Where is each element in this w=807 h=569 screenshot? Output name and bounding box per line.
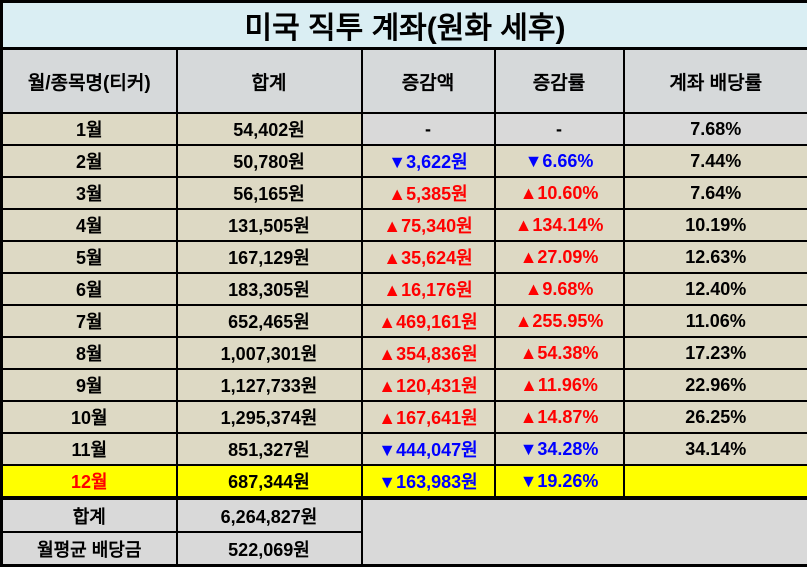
change-rate-cell: ▼6.66% [493, 144, 625, 178]
month-cell: 2월 [0, 144, 178, 178]
change-amount-cell: ▲354,836원 [360, 336, 496, 370]
table-row: 8월 1,007,301원 ▲354,836원 ▲54.38% 17.23% [0, 336, 807, 370]
column-header-dividend-rate: 계좌 배당률 [622, 47, 807, 114]
change-amount-cell: ▲75,340원 [360, 208, 496, 242]
change-rate-cell: ▲11.96% [493, 368, 625, 402]
change-amount-cell: ▼444,047원 [360, 432, 496, 466]
column-header-change-amount: 증감액 [360, 47, 496, 114]
dividend-rate-cell: 12.40% [622, 272, 807, 306]
dividend-rate-cell: 11.06% [622, 304, 807, 338]
month-cell: 12월 [0, 464, 178, 500]
table-row: 4월 131,505원 ▲75,340원 ▲134.14% 10.19% [0, 208, 807, 242]
month-cell: 9월 [0, 368, 178, 402]
summary-value: 522,069원 [175, 531, 363, 567]
dividend-rate-cell: 10.19% [622, 208, 807, 242]
change-rate-cell: ▲27.09% [493, 240, 625, 274]
column-header-row: 월/종목명(티커) 합계 증감액 증감률 계좌 배당률 [0, 47, 807, 114]
change-amount-cell: ▲5,385원 [360, 176, 496, 210]
total-cell: 1,007,301원 [175, 336, 363, 370]
summary-row: 월평균 배당금 522,069원 [0, 531, 807, 567]
table-row: 1월 54,402원 - -7.68% [0, 112, 807, 146]
change-amount-cell: ▲469,161원 [360, 304, 496, 338]
total-cell: 183,305원 [175, 272, 363, 306]
change-amount-cell: ▲167,641원 [360, 400, 496, 434]
table-row: 5월 167,129원 ▲35,624원 ▲27.09% 12.63% [0, 240, 807, 274]
summary-blank-area [360, 497, 807, 567]
total-cell: 50,780원 [175, 144, 363, 178]
total-cell: 54,402원 [175, 112, 363, 146]
change-rate-cell: ▲255.95% [493, 304, 625, 338]
change-rate-cell: ▲14.87% [493, 400, 625, 434]
change-rate-cell: - [493, 112, 625, 146]
dividend-rate-cell: 7.68% [622, 112, 807, 146]
change-rate-cell: ▲54.38% [493, 336, 625, 370]
total-cell: 167,129원 [175, 240, 363, 274]
change-amount-cell: - [360, 112, 496, 146]
total-cell: 1,127,733원 [175, 368, 363, 402]
column-header-change-rate: 증감률 [493, 47, 625, 114]
total-cell: 1,295,374원 [175, 400, 363, 434]
change-rate-cell: ▼34.28% [493, 432, 625, 466]
dividend-rate-cell [622, 464, 807, 500]
month-cell: 6월 [0, 272, 178, 306]
change-rate-cell: ▼19.26% [493, 464, 625, 500]
change-amount-cell: ▲16,176원 [360, 272, 496, 306]
table-row: 6월 183,305원 ▲16,176원 ▲9.68% 12.40% [0, 272, 807, 306]
month-cell: 8월 [0, 336, 178, 370]
table-body: 1월 54,402원 - -7.68% 2월 50,780원 ▼3,622원 ▼6.66% 7.… [0, 112, 807, 567]
dividend-rate-cell: 34.14% [622, 432, 807, 466]
table-row: 9월 1,127,733원 ▲120,431원 ▲11.96% 22.96% [0, 368, 807, 402]
dividend-rate-cell: 12.63% [622, 240, 807, 274]
month-cell: 4월 [0, 208, 178, 242]
table-title: 미국 직투 계좌(원화 세후) [0, 0, 807, 50]
total-cell: 687,344원 [175, 464, 363, 500]
table-row: 3월 56,165원 ▲5,385원 ▲10.60% 7.64% [0, 176, 807, 210]
dividend-rate-cell: 7.44% [622, 144, 807, 178]
change-rate-cell: ▲134.14% [493, 208, 625, 242]
month-cell: 1월 [0, 112, 178, 146]
month-cell: 5월 [0, 240, 178, 274]
column-header-total: 합계 [175, 47, 363, 114]
month-cell: 10월 [0, 400, 178, 434]
total-cell: 131,505원 [175, 208, 363, 242]
total-cell: 652,465원 [175, 304, 363, 338]
dividend-rate-cell: 26.25% [622, 400, 807, 434]
change-amount-cell: ▼163,983원 [360, 464, 496, 500]
table-row: 7월 652,465원 ▲469,161원 ▲255.95% 11.06% [0, 304, 807, 338]
summary-label: 합계 [0, 497, 178, 533]
month-cell: 7월 [0, 304, 178, 338]
table-row: 2월 50,780원 ▼3,622원 ▼6.66% 7.44% [0, 144, 807, 178]
table-row: 12월 687,344원 ▼163,983원 ▼19.26% [0, 464, 807, 500]
change-amount-cell: ▲120,431원 [360, 368, 496, 402]
table-row: 10월 1,295,374원 ▲167,641원 ▲14.87% 26.25% [0, 400, 807, 434]
change-amount-cell: ▼3,622원 [360, 144, 496, 178]
change-amount-cell: ▲35,624원 [360, 240, 496, 274]
change-rate-cell: ▲9.68% [493, 272, 625, 306]
month-cell: 3월 [0, 176, 178, 210]
summary-label: 월평균 배당금 [0, 531, 178, 567]
dividend-rate-cell: 17.23% [622, 336, 807, 370]
dividend-rate-cell: 7.64% [622, 176, 807, 210]
change-rate-cell: ▲10.60% [493, 176, 625, 210]
total-cell: 56,165원 [175, 176, 363, 210]
total-cell: 851,327원 [175, 432, 363, 466]
month-cell: 11월 [0, 432, 178, 466]
summary-row: 합계 6,264,827원 [0, 497, 807, 567]
table-row: 11월 851,327원 ▼444,047원 ▼34.28% 34.14% [0, 432, 807, 466]
dividend-rate-cell: 22.96% [622, 368, 807, 402]
title-row: 미국 직투 계좌(원화 세후) [0, 0, 807, 50]
column-header-month: 월/종목명(티커) [0, 47, 178, 114]
summary-value: 6,264,827원 [175, 497, 363, 533]
